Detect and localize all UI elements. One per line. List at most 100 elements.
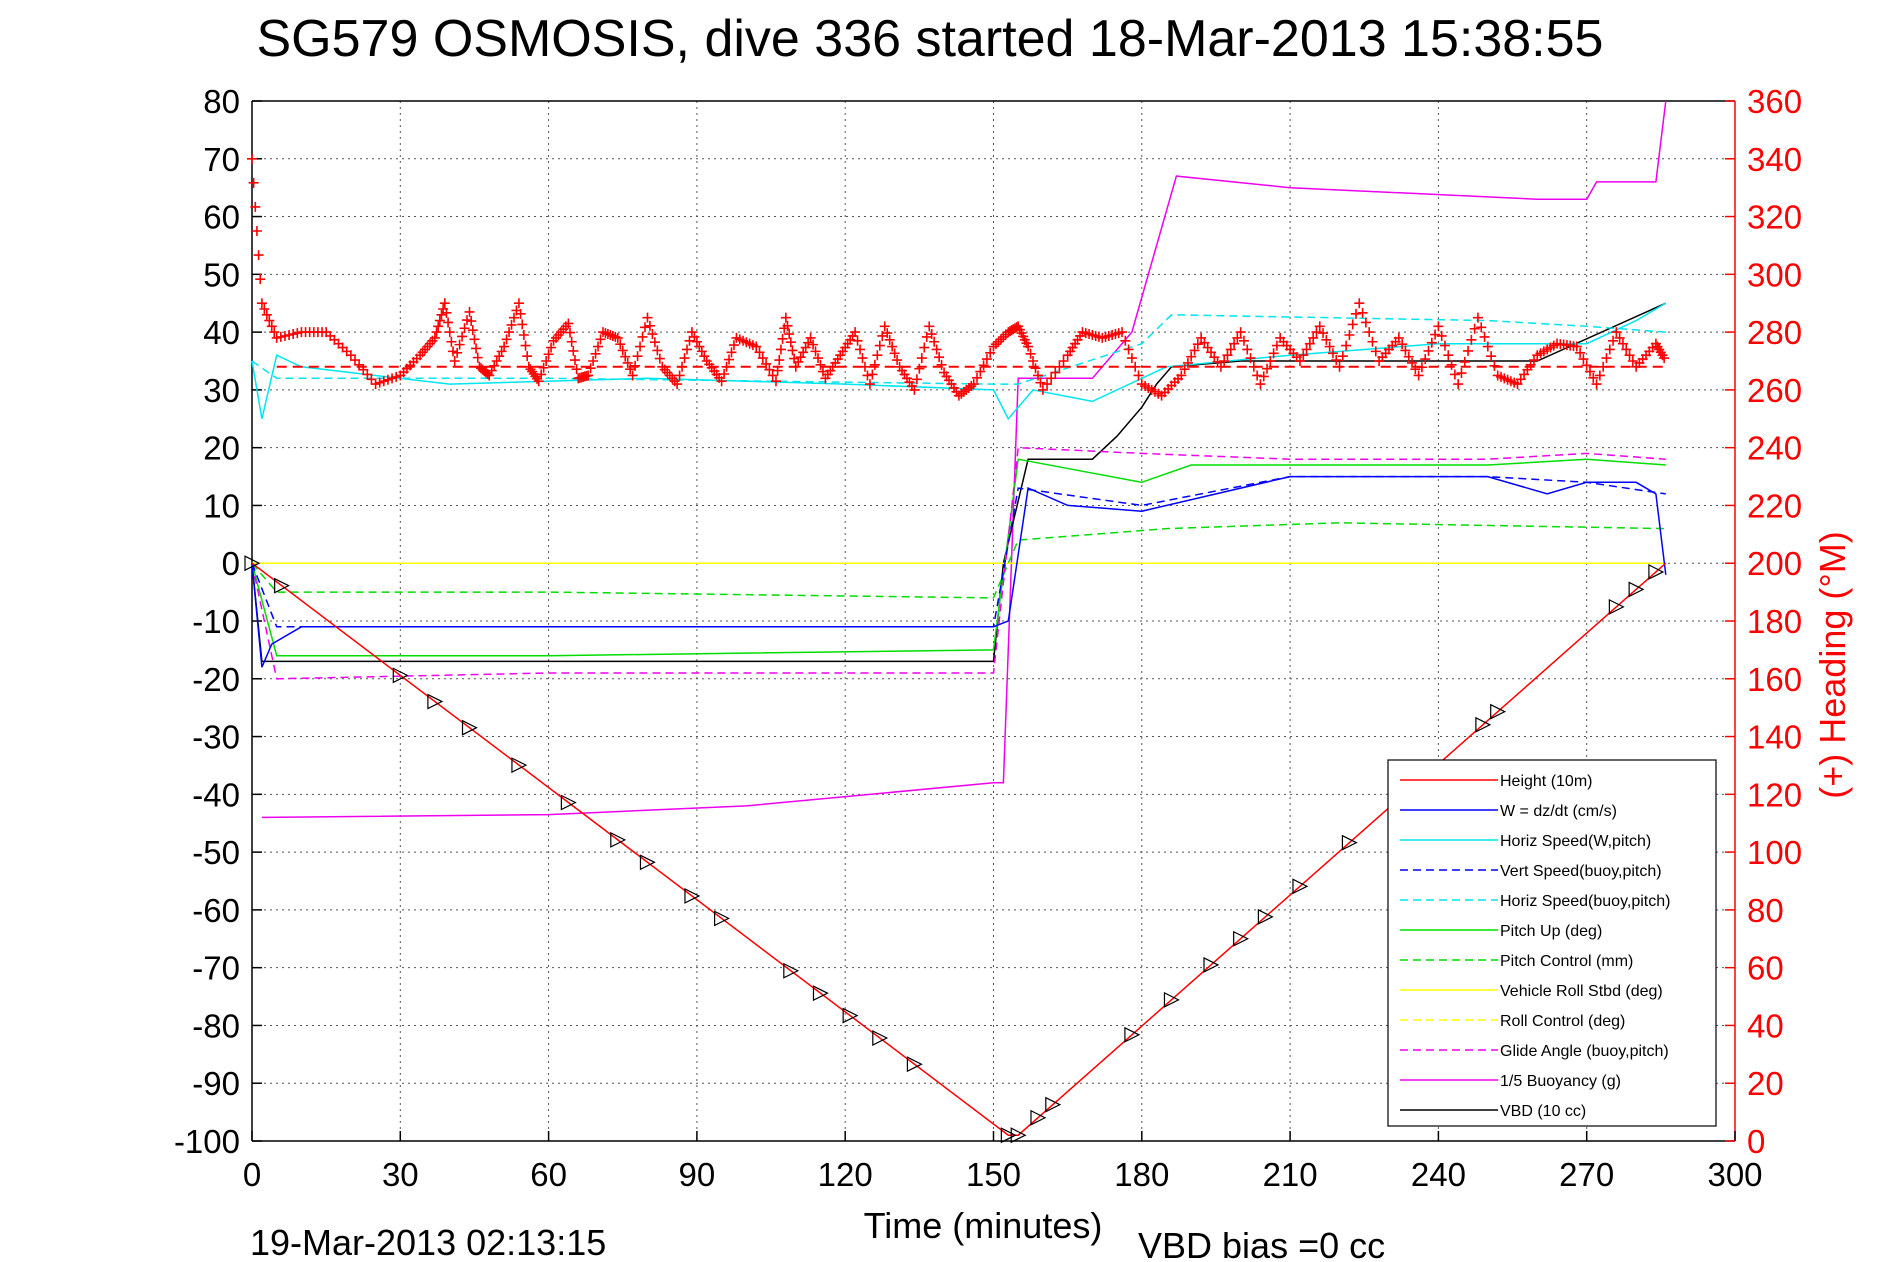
height-marker (812, 985, 829, 1002)
heading-marker (449, 356, 460, 366)
heading-marker (264, 315, 275, 326)
heading-marker (672, 379, 683, 390)
heading-marker (995, 334, 1006, 345)
heading-marker (256, 298, 267, 309)
heading-marker (543, 349, 554, 360)
heading-marker (1367, 336, 1378, 347)
height-marker (274, 577, 291, 594)
heading-marker (772, 365, 783, 376)
heading-marker (630, 360, 641, 371)
heading-marker (696, 346, 707, 357)
y-right-tick-label: 280 (1747, 314, 1802, 351)
heading-marker (588, 356, 599, 366)
legend-label: Height (10m) (1500, 773, 1592, 790)
legend-label: VBD (10 cc) (1500, 1103, 1586, 1120)
heading-marker (620, 351, 631, 362)
chart-title: SG579 OSMOSIS, dive 336 started 18-Mar-2… (257, 10, 1604, 68)
heading-marker (563, 318, 574, 329)
heading-marker (431, 327, 442, 338)
heading-marker (1037, 384, 1048, 395)
x-tick-label: 120 (818, 1156, 873, 1193)
heading-marker (1594, 370, 1605, 381)
heading-marker (1126, 353, 1137, 364)
series-glide-angle-buoy-pitch (251, 446, 1666, 680)
heading-marker (785, 337, 796, 348)
heading-marker (1298, 350, 1309, 361)
height-marker (639, 854, 656, 871)
heading-marker (793, 356, 804, 367)
heading-marker (780, 312, 791, 323)
heading-marker (269, 327, 280, 338)
heading-marker (595, 334, 606, 345)
y-left-tick-labels: 80 70 60 50 40 30 20 10 0 -10 -20 -30 -40 -50 -60 -70 -8… (174, 83, 240, 1160)
series-vert-speed-buoy-pitch (251, 475, 1666, 628)
heading-marker (857, 353, 868, 364)
heading-marker (1357, 307, 1368, 318)
y-right-axis-label: (+) Heading (°M) (1812, 531, 1853, 798)
height-marker (244, 555, 261, 572)
heading-marker (1601, 353, 1612, 364)
series-vbd-10-cc (251, 302, 1667, 663)
heading-marker (546, 342, 557, 353)
heading-marker (1046, 373, 1057, 384)
x-tick-label: 300 (1707, 1156, 1762, 1193)
heading-marker (1321, 334, 1332, 345)
heading-marker (815, 359, 826, 370)
heading-marker (1459, 356, 1470, 367)
legend-label: Pitch Control (mm) (1500, 953, 1633, 970)
heading-marker (454, 339, 465, 350)
y-right-tick-label: 120 (1747, 776, 1802, 813)
height-marker (1030, 1109, 1047, 1126)
height-marker (842, 1007, 859, 1024)
heading-marker (808, 339, 819, 350)
x-tick-label: 150 (966, 1156, 1021, 1193)
heading-marker (644, 320, 655, 331)
y-left-tick-label: -20 (192, 661, 240, 698)
heading-marker (533, 376, 544, 387)
heading-marker (1232, 332, 1243, 343)
height-marker (1490, 703, 1507, 720)
heading-marker (1407, 357, 1418, 368)
heading-marker (966, 381, 977, 392)
y-left-tick-label: 20 (203, 430, 240, 467)
heading-marker (1364, 327, 1375, 338)
heading-marker (728, 340, 739, 351)
heading-marker (800, 342, 811, 353)
heading-marker (568, 345, 579, 356)
heading-marker (259, 304, 270, 314)
height-marker (1628, 581, 1645, 598)
heading-marker (1426, 337, 1437, 348)
heading-marker (1331, 355, 1342, 366)
heading-marker (1265, 356, 1276, 366)
heading-marker (852, 335, 863, 346)
heading-marker (571, 364, 582, 375)
heading-marker (429, 332, 440, 343)
y-left-tick-label: 10 (203, 487, 240, 524)
heading-marker (1403, 351, 1414, 362)
height-marker (1292, 878, 1309, 895)
height-marker (1233, 930, 1250, 947)
heading-marker (1311, 327, 1322, 338)
heading-marker (602, 329, 613, 340)
heading-marker (1627, 356, 1638, 366)
heading-marker (686, 327, 697, 338)
heading-marker (1453, 379, 1464, 390)
heading-marker (775, 344, 786, 355)
heading-marker (486, 365, 497, 376)
heading-marker (247, 153, 257, 164)
heading-marker (872, 350, 883, 361)
heading-marker (1235, 327, 1246, 338)
heading-marker (985, 347, 996, 358)
heading-marker (787, 345, 798, 356)
height-marker (906, 1056, 923, 1073)
heading-marker (1308, 332, 1319, 343)
heading-marker (1341, 340, 1352, 351)
heading-marker (988, 341, 999, 352)
heading-marker (867, 369, 878, 380)
heading-marker (654, 353, 665, 364)
heading-marker (615, 339, 626, 350)
heading-marker (1130, 361, 1141, 372)
heading-marker (1242, 344, 1253, 355)
heading-marker (1486, 351, 1497, 362)
heading-marker (627, 370, 638, 381)
